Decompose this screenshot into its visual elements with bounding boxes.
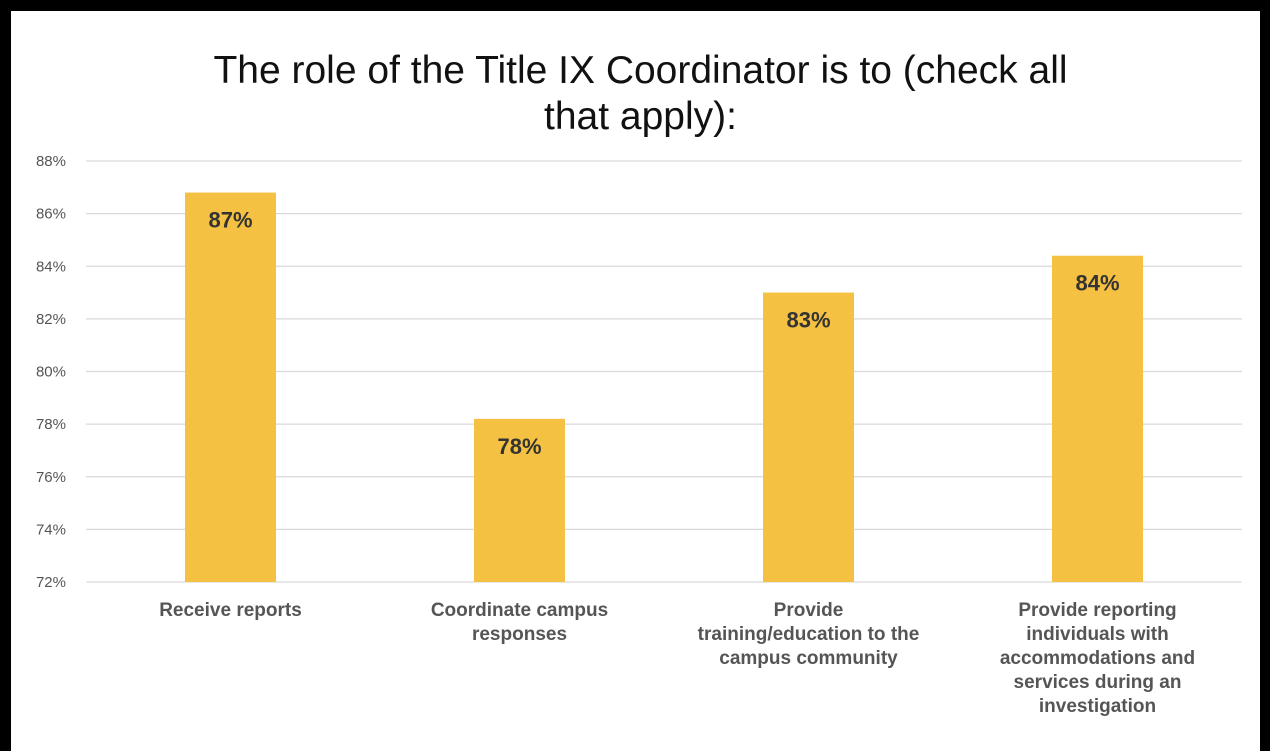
data-label-2: 78% [497, 434, 541, 459]
y-tick-label: 72% [36, 574, 66, 591]
bar-1 [185, 192, 276, 582]
grid-lines [86, 160, 1242, 583]
category-label-1: Receive reports [159, 600, 302, 621]
category-label-line: individuals with [1026, 624, 1169, 645]
bar-2 [474, 418, 565, 582]
category-label-line: services during an [1014, 672, 1182, 693]
y-tick-label: 76% [36, 469, 66, 486]
category-label-line: training/education to the [698, 624, 920, 645]
y-tick-label: 82% [36, 311, 66, 328]
y-tick-label: 88% [36, 153, 66, 170]
y-axis-tick-labels: 72% 74% 76% 78% 80% 82% 84% 86% 88% [36, 153, 66, 591]
chart-title-line-2: that apply): [544, 95, 737, 138]
category-label-line: responses [472, 624, 567, 645]
y-tick-label: 78% [36, 416, 66, 433]
bar-4 [1052, 255, 1143, 582]
category-label-line: Receive reports [159, 600, 302, 621]
category-label-line: investigation [1039, 696, 1156, 717]
y-tick-label: 86% [36, 206, 66, 223]
category-label-line: Provide [774, 600, 844, 621]
data-label-4: 84% [1075, 271, 1119, 296]
chart-title: The role of the Title IX Coordinator is … [11, 48, 1260, 140]
category-label-4: Provide reporting individuals with accommo… [1000, 600, 1195, 717]
category-label-line: campus community [719, 648, 898, 669]
chart-frame: The role of the Title IX Coordinator is … [11, 11, 1260, 751]
category-label-2: Coordinate campus responses [431, 600, 608, 645]
y-tick-label: 80% [36, 364, 66, 381]
y-tick-label: 84% [36, 258, 66, 275]
category-labels: Receive reports Coordinate campus response… [159, 600, 1195, 717]
category-label-line: Provide reporting [1018, 600, 1176, 621]
data-labels: 87% 78% 83% 84% [208, 208, 1119, 459]
chart-plot: 72% 74% 76% 78% 80% 82% 84% 86% 88% 87% 78% 83% 84%… [36, 153, 1242, 717]
data-label-1: 87% [208, 208, 252, 233]
y-tick-label: 74% [36, 521, 66, 538]
category-label-3: Provide training/education to the campus c… [698, 600, 920, 669]
category-label-line: Coordinate campus [431, 600, 608, 621]
chart-title-line-1: The role of the Title IX Coordinator is … [213, 49, 1068, 92]
bars [185, 192, 1143, 582]
data-label-3: 83% [786, 308, 830, 333]
category-label-line: accommodations and [1000, 648, 1195, 669]
bar-3 [763, 292, 854, 582]
